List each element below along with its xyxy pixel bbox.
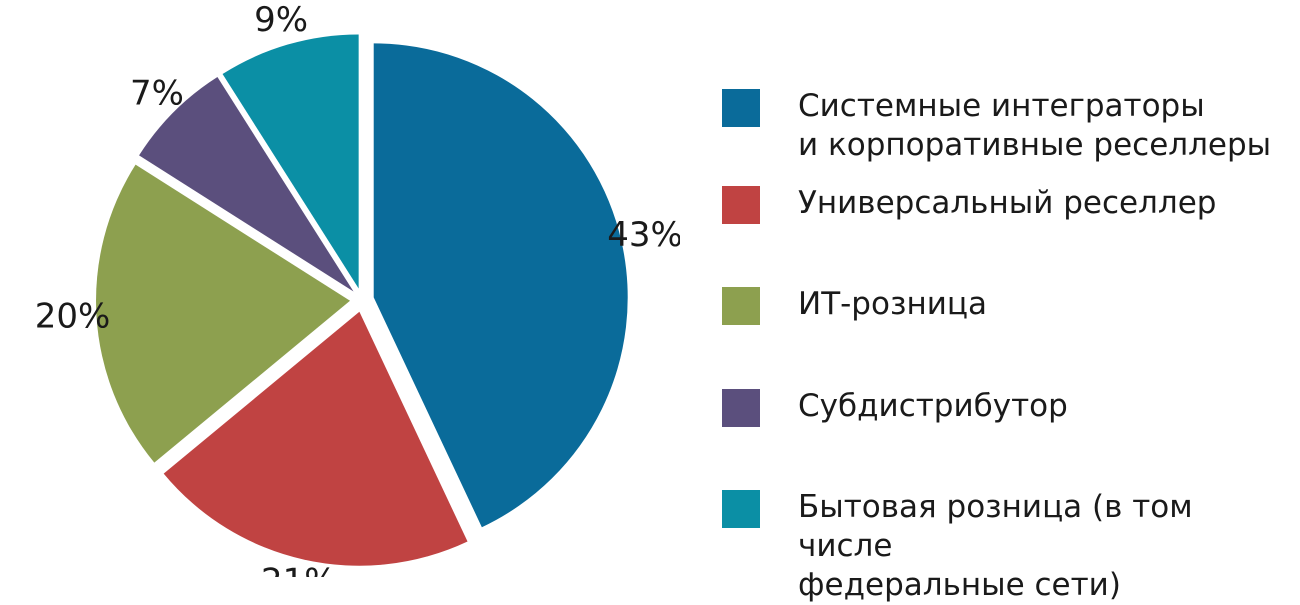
legend-item-system-integrators: Системные интеграторы и корпоративные ре… (722, 87, 1288, 165)
pie-value-label-household-retail: 9% (254, 0, 308, 40)
legend-item-subdistributor: Субдистрибутор (722, 387, 1288, 427)
pie-value-label-subdistributor: 7% (130, 73, 184, 113)
legend-item-it-retail: ИТ-розница (722, 285, 1288, 325)
legend-label-universal-reseller: Универсальный реселлер (798, 185, 1217, 221)
pie-value-label-it-retail: 20% (35, 297, 111, 337)
legend-label-system-integrators: Системные интеграторы и корпоративные ре… (798, 88, 1272, 163)
pie-slice-universal-reseller (163, 311, 468, 566)
legend-item-household-retail: Бытовая розница (в том числе федеральные… (722, 488, 1288, 605)
legend-swatch-subdistributor (722, 389, 760, 427)
pie-slice-system-integrators (373, 43, 628, 528)
legend-label-household-retail: Бытовая розница (в том числе федеральные… (798, 489, 1193, 603)
pie-slice-subdistributor (139, 77, 354, 292)
pie-slice-household-retail (222, 34, 359, 289)
legend-item-universal-reseller: Универсальный реселлер (722, 184, 1288, 224)
pie-chart: 43% 21% 20% 7% 9% (35, 0, 680, 577)
legend-swatch-it-retail (722, 287, 760, 325)
pie-value-label-universal-reseller: 21% (261, 562, 337, 577)
legend-label-subdistributor: Субдистрибутор (798, 388, 1068, 424)
legend-swatch-household-retail (722, 490, 760, 528)
legend-swatch-system-integrators (722, 89, 760, 127)
legend: Системные интеграторы и корпоративные ре… (722, 0, 1292, 603)
pie-slice-it-retail (96, 164, 351, 463)
legend-swatch-universal-reseller (722, 186, 760, 224)
pie-value-label-system-integrators: 43% (607, 215, 680, 255)
legend-label-it-retail: ИТ-розница (798, 286, 987, 322)
